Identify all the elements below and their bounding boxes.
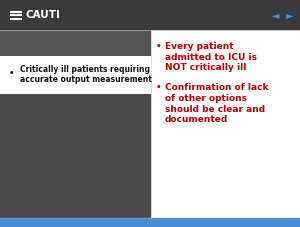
Bar xyxy=(0,0,300,30)
Text: •: • xyxy=(156,84,162,92)
Bar xyxy=(0,30,151,56)
Text: should be clear and: should be clear and xyxy=(165,104,265,114)
Bar xyxy=(0,218,300,227)
Bar xyxy=(0,94,151,218)
Text: accurate output measurement: accurate output measurement xyxy=(20,76,152,84)
Bar xyxy=(151,30,300,218)
Text: •: • xyxy=(156,42,162,51)
Text: Critically ill patients requiring: Critically ill patients requiring xyxy=(20,66,150,74)
Text: ►: ► xyxy=(286,10,294,20)
Text: Every patient: Every patient xyxy=(165,42,234,51)
Text: NOT critically ill: NOT critically ill xyxy=(165,63,246,72)
Text: •: • xyxy=(9,69,15,77)
Text: admitted to ICU is: admitted to ICU is xyxy=(165,52,257,62)
Text: documented: documented xyxy=(165,115,228,124)
Text: Confirmation of lack: Confirmation of lack xyxy=(165,84,268,92)
Text: of other options: of other options xyxy=(165,94,247,103)
Text: ◄: ◄ xyxy=(272,10,280,20)
Bar xyxy=(0,56,151,94)
Text: CAUTI: CAUTI xyxy=(26,10,61,20)
